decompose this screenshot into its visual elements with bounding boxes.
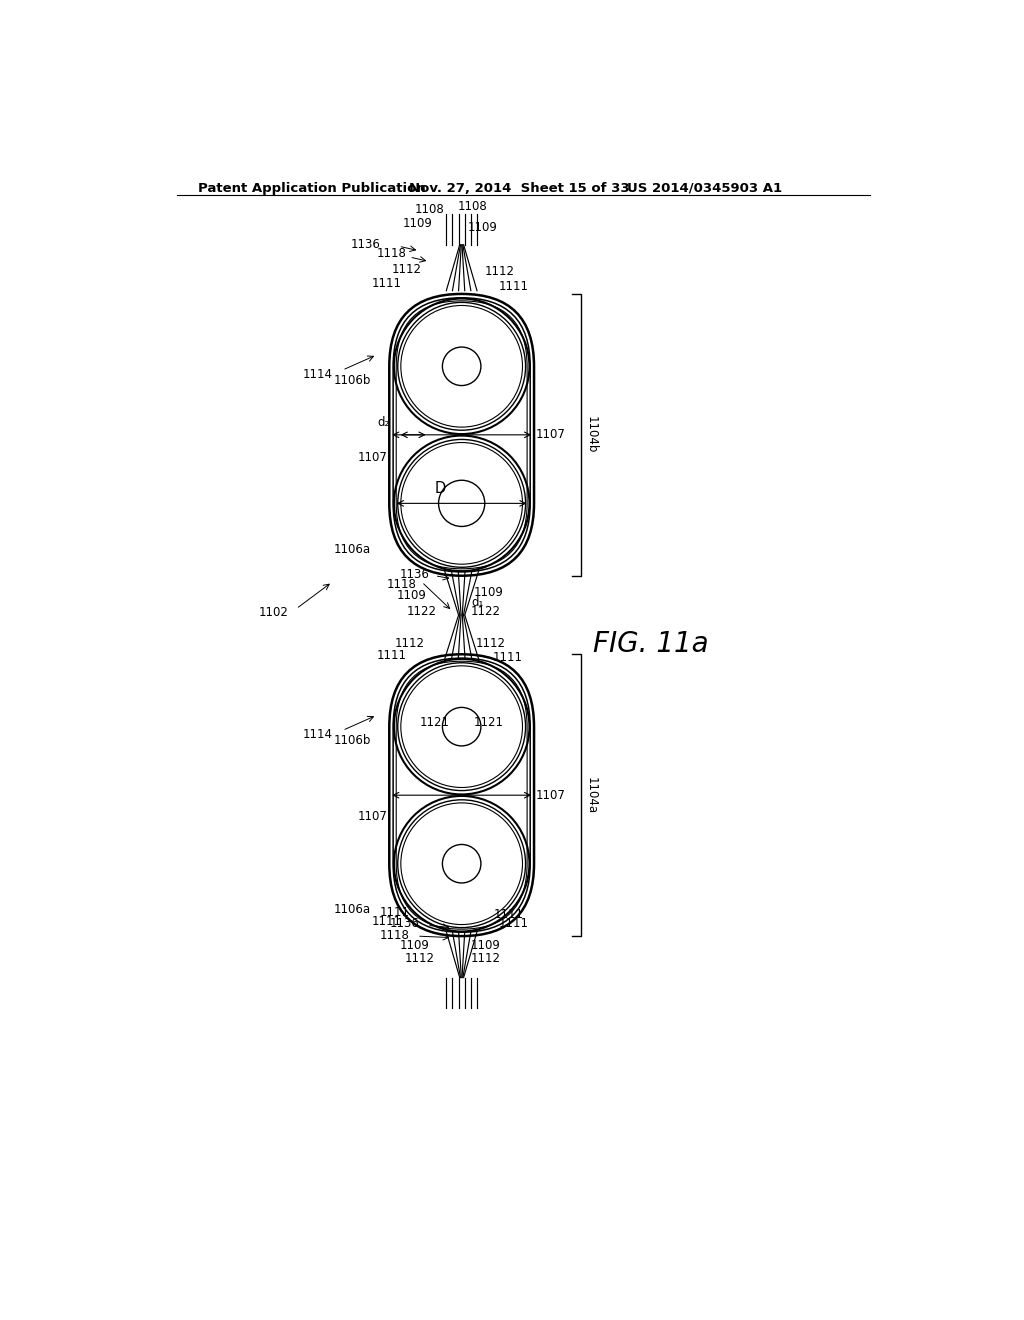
Text: 1109: 1109	[471, 939, 501, 952]
Text: 1121: 1121	[420, 717, 451, 730]
Text: Nov. 27, 2014  Sheet 15 of 33: Nov. 27, 2014 Sheet 15 of 33	[410, 182, 630, 194]
Text: 1111: 1111	[372, 277, 401, 289]
Text: 1122: 1122	[407, 605, 437, 618]
Text: FIG. 11a: FIG. 11a	[593, 630, 709, 657]
Text: d₁: d₁	[471, 595, 483, 609]
Text: 1122: 1122	[471, 605, 501, 618]
Text: 1114: 1114	[302, 727, 333, 741]
Text: 1112: 1112	[391, 263, 422, 276]
Text: d₂: d₂	[378, 416, 390, 429]
Text: US 2014/0345903 A1: US 2014/0345903 A1	[628, 182, 782, 194]
Text: 1111: 1111	[493, 651, 522, 664]
Text: 1112: 1112	[475, 638, 506, 649]
Text: 1104b: 1104b	[585, 416, 598, 454]
Text: 1109: 1109	[397, 589, 427, 602]
Text: 1109: 1109	[473, 586, 503, 599]
Text: 1108: 1108	[458, 199, 487, 213]
Text: Patent Application Publication: Patent Application Publication	[199, 182, 426, 194]
Text: D: D	[434, 480, 445, 496]
Text: 1118: 1118	[387, 578, 417, 591]
Text: 1111: 1111	[376, 648, 407, 661]
Text: 1114: 1114	[302, 367, 333, 380]
Text: 1112: 1112	[394, 638, 425, 649]
Text: 1106b: 1106b	[334, 734, 371, 747]
Text: 1121: 1121	[473, 717, 503, 730]
Text: 1112: 1112	[484, 265, 515, 279]
Text: 1111: 1111	[379, 906, 410, 919]
Text: 1106a: 1106a	[334, 543, 371, 556]
Text: 1136: 1136	[351, 238, 381, 251]
Text: 1107: 1107	[536, 788, 565, 801]
Text: 1107: 1107	[357, 810, 388, 824]
Text: 1106b: 1106b	[334, 374, 371, 387]
Text: 1109: 1109	[468, 222, 498, 234]
Text: 1111: 1111	[372, 915, 401, 928]
Text: 1118: 1118	[380, 929, 410, 942]
Text: 1106a: 1106a	[334, 903, 371, 916]
Text: 1111: 1111	[499, 280, 528, 293]
Text: 1111: 1111	[494, 908, 524, 921]
Text: 1107: 1107	[536, 428, 565, 441]
Text: 1136: 1136	[399, 569, 429, 582]
Text: 1112: 1112	[404, 952, 435, 965]
Text: 1107: 1107	[357, 451, 388, 465]
Text: 1109: 1109	[399, 939, 429, 952]
Text: 1104a: 1104a	[585, 776, 598, 813]
Text: 1118: 1118	[377, 247, 407, 260]
Text: 1136: 1136	[389, 917, 419, 931]
Text: 1109: 1109	[402, 216, 432, 230]
Text: 1108: 1108	[415, 203, 444, 216]
Text: 1102: 1102	[258, 606, 289, 619]
Text: 1111: 1111	[499, 917, 528, 931]
Text: 1112: 1112	[471, 952, 501, 965]
